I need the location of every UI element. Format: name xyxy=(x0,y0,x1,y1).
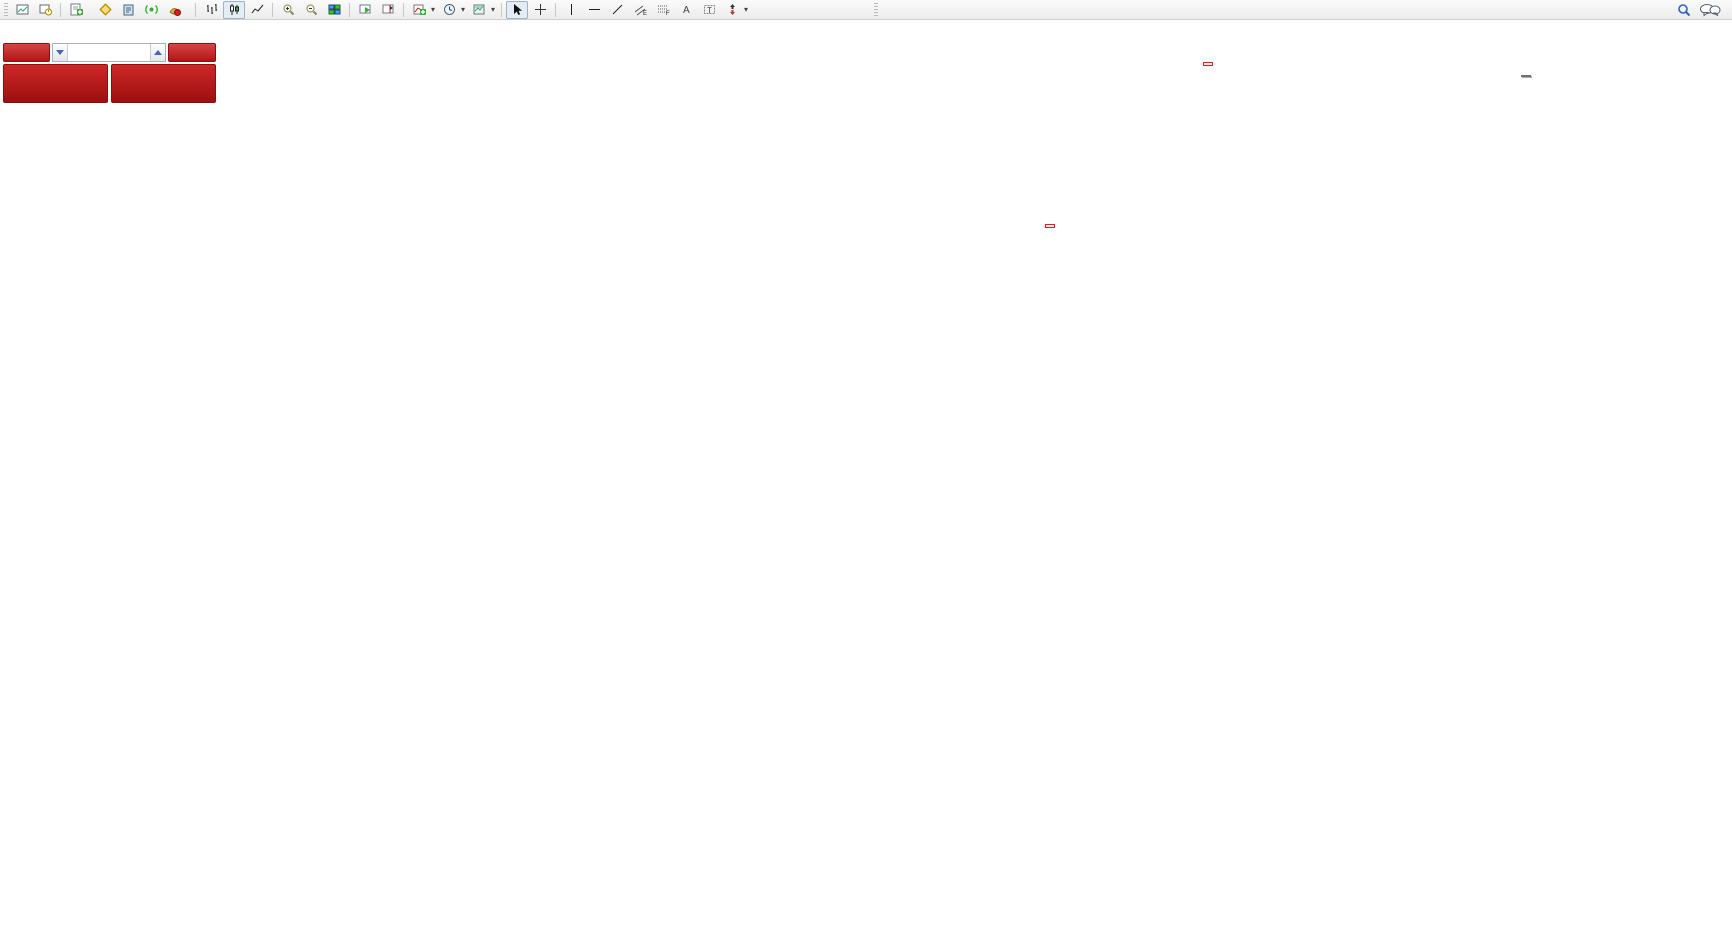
zoom-out-button[interactable] xyxy=(300,1,322,19)
one-click-trading-panel xyxy=(3,43,216,105)
price-annotation-22461[interactable] xyxy=(1045,224,1055,228)
volume-increase-button[interactable] xyxy=(150,44,165,61)
auto-scroll-button[interactable] xyxy=(354,1,376,19)
pivot-point-label[interactable] xyxy=(1521,75,1531,77)
candlestick-chart-button[interactable] xyxy=(223,0,245,19)
toolbar-separator xyxy=(555,2,557,17)
indicators-dropdown-caret[interactable]: ▾ xyxy=(431,5,436,14)
svg-text:F: F xyxy=(666,11,670,16)
market-watch-icon[interactable] xyxy=(117,1,139,19)
metaeditor-icon[interactable] xyxy=(94,1,116,19)
svg-text:A: A xyxy=(683,5,690,16)
crosshair-button[interactable] xyxy=(529,1,551,19)
profiles-button[interactable] xyxy=(34,1,56,19)
buy-button[interactable] xyxy=(168,43,216,62)
svg-text:T: T xyxy=(707,6,712,15)
periods-dropdown-caret[interactable]: ▾ xyxy=(461,5,466,14)
sell-button[interactable] xyxy=(3,43,50,62)
price-annotation-24183[interactable] xyxy=(1203,62,1213,66)
periods-button[interactable] xyxy=(438,1,460,19)
search-icon[interactable] xyxy=(1673,1,1695,19)
line-chart-button[interactable] xyxy=(246,1,268,19)
zoom-in-button[interactable] xyxy=(277,1,299,19)
toolbar-separator xyxy=(501,2,503,17)
cursor-button[interactable] xyxy=(506,0,529,19)
tile-windows-button[interactable] xyxy=(323,1,345,19)
volume-decrease-button[interactable] xyxy=(53,44,68,61)
arrows-dropdown-caret[interactable]: ▾ xyxy=(744,5,749,14)
svg-text:E: E xyxy=(643,11,647,16)
toolbar-separator xyxy=(349,2,350,17)
channel-button[interactable]: E xyxy=(629,1,651,19)
toolbar-drag-handle[interactable] xyxy=(874,2,878,17)
toolbar: ▾ ▾ ▾ E F A T ▾ xyxy=(0,0,1732,20)
templates-dropdown-caret[interactable]: ▾ xyxy=(491,5,496,14)
volume-spinner[interactable] xyxy=(52,43,166,62)
vertical-line-button[interactable] xyxy=(560,1,582,19)
chart-shift-button[interactable] xyxy=(377,1,399,19)
text-label-button[interactable]: T xyxy=(698,1,720,19)
signals-icon[interactable] xyxy=(140,1,162,19)
auto-trading-button[interactable] xyxy=(163,1,185,19)
chevron-down-icon xyxy=(56,50,64,55)
chart-title xyxy=(15,26,22,40)
buy-price-display[interactable] xyxy=(111,64,216,103)
toolbar-right-group xyxy=(1673,0,1724,19)
bar-chart-button[interactable] xyxy=(200,1,222,19)
toolbar-separator xyxy=(195,2,196,17)
chevron-up-icon xyxy=(154,50,162,55)
trendline-button[interactable] xyxy=(606,1,628,19)
fibonacci-button[interactable]: F xyxy=(652,1,674,19)
toolbar-separator xyxy=(60,2,61,17)
new-order-button[interactable] xyxy=(65,1,87,19)
toolbar-separator xyxy=(403,2,404,17)
timeframes-toolbar xyxy=(872,0,880,19)
templates-button[interactable] xyxy=(468,1,490,19)
toolbar-drag-handle[interactable] xyxy=(4,2,8,17)
horizontal-line-button[interactable] xyxy=(583,1,605,19)
indicators-button[interactable] xyxy=(408,1,430,19)
text-button[interactable]: A xyxy=(675,1,697,19)
toolbar-separator xyxy=(272,2,273,17)
toolbar-left-group: ▾ ▾ ▾ E F A T ▾ xyxy=(2,0,750,19)
new-chart-button[interactable] xyxy=(11,1,33,19)
volume-value[interactable] xyxy=(68,44,150,61)
sell-price-display[interactable] xyxy=(3,64,108,103)
chat-icon[interactable] xyxy=(1696,1,1724,19)
arrows-button[interactable] xyxy=(721,1,743,19)
